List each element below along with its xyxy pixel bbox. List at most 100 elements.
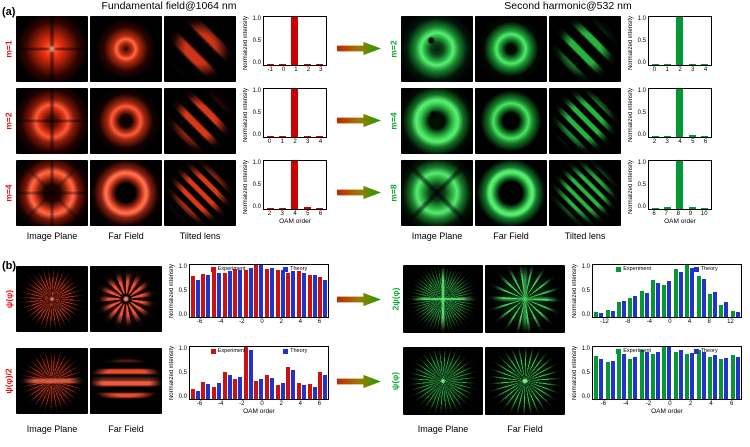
bar-plot [648, 16, 712, 66]
tilted-lens-beam [164, 88, 236, 154]
row-psi-half: ψ(φ)/2 Normalized intensity 1.0 0.5 0.0 Ex… [3, 340, 335, 422]
x-axis-label [648, 146, 712, 154]
mode-label-m8: m=8 [389, 184, 399, 202]
theory-swatch [283, 266, 289, 272]
chart-legend: Experiment Theory [595, 266, 739, 272]
caption-image-plane: Image Plane [417, 423, 469, 434]
tilted-lens-beam [164, 160, 236, 226]
caption-image-plane: Image Plane [26, 423, 78, 434]
oam-spectrum-chart: Normalized intensity 1.0 0.5 0.0 Experimen… [168, 346, 329, 416]
y-axis-label: Normalized intensity [628, 88, 634, 143]
image-plane-beam [16, 16, 88, 82]
panel-b: ψ(φ) Normalized intensity 1.0 0.5 0.0 Expe… [0, 256, 750, 447]
y-tick-labels: 1.0 0.5 0.0 [637, 160, 646, 210]
caption-far-field: Far Field [507, 423, 543, 434]
x-tick-labels: -6 -4 -2 0 2 4 6 [196, 401, 322, 407]
oam-spectrum-chart: Normalized intensity 1.0 0.5 0.0 -1 0 1 2 3 [242, 16, 327, 82]
mode-label-m4: m=4 [389, 112, 399, 130]
chart-legend: Experiment Theory [595, 348, 739, 354]
image-plane-beam [16, 88, 88, 154]
tilted-lens-beam [549, 160, 621, 226]
experiment-swatch [210, 266, 216, 272]
legend-experiment: Experiment [210, 348, 246, 354]
y-tick-labels: 1.0 0.5 0.0 [637, 88, 646, 138]
far-field-beam [90, 16, 162, 82]
far-field-beam [475, 16, 547, 82]
legend-experiment: Experiment [616, 348, 651, 354]
chart-legend: Experiment Theory [192, 266, 326, 272]
x-axis-label: OAM order [651, 408, 683, 415]
bar-plot: Experiment Theory [592, 264, 742, 318]
image-plane-beam [401, 88, 473, 154]
caption-far-field: Far Field [108, 423, 144, 434]
far-field-beam [485, 265, 565, 333]
y-tick-labels: 1.0 0.5 0.0 [178, 346, 187, 400]
image-plane-beam [403, 347, 483, 415]
mode-label-m1: m=1 [4, 40, 14, 58]
x-axis-label: OAM order [243, 408, 275, 415]
x-tick-labels: 6 7 8 9 10 [652, 211, 708, 217]
row-2psi: 2ψ(φ) Normalized intensity 1.0 0.5 0.0 Exp… [388, 258, 748, 340]
caption-tilted-lens: Tilted lens [564, 230, 606, 241]
x-tick-labels: -1 0 1 2 3 [267, 67, 323, 73]
caption-far-field: Far Field [108, 230, 144, 241]
far-field-beam [475, 160, 547, 226]
legend-experiment: Experiment [210, 266, 246, 272]
fundamental-title: Fundamental field@1064 nm [101, 0, 237, 12]
far-field-beam [90, 348, 162, 414]
tilted-lens-beam [164, 16, 236, 82]
x-axis-label [263, 146, 327, 154]
image-plane-beam [401, 160, 473, 226]
conversion-arrow [337, 374, 381, 389]
y-tick-labels: 1.0 0.5 0.0 [252, 16, 261, 66]
far-field-beam [90, 266, 162, 332]
y-tick-labels: 1.0 0.5 0.0 [252, 160, 261, 210]
x-tick-labels: -6 -4 -2 0 2 4 6 [600, 401, 734, 407]
conversion-arrow [337, 113, 381, 128]
x-axis-label: OAM order [279, 218, 311, 225]
y-tick-labels: 1.0 0.5 0.0 [252, 88, 261, 138]
conversion-arrow [337, 41, 381, 56]
mode-label-psi: ψ(φ) [390, 371, 400, 391]
caption-image-plane: Image Plane [411, 230, 463, 241]
y-tick-labels: 1.0 0.5 0.0 [178, 264, 187, 318]
x-tick-labels: -6 -4 -2 0 2 4 6 [196, 319, 322, 325]
far-field-beam [485, 347, 565, 415]
bar-plot [648, 160, 712, 210]
far-field-beam [90, 88, 162, 154]
tilted-lens-beam [549, 88, 621, 154]
row-psi-sh: ψ(φ) Normalized intensity 1.0 0.5 0.0 Expe… [388, 340, 748, 422]
mode-label-2psi: 2ψ(φ) [390, 287, 400, 311]
panel-a: Fundamental field@1064 nm m=1 Normalized… [3, 0, 748, 242]
mode-label-psi-half: ψ(φ)/2 [4, 368, 15, 394]
panel-a-fundamental: Fundamental field@1064 nm m=1 Normalized… [3, 0, 335, 242]
image-plane-beam [16, 160, 88, 226]
column-captions: Image Plane Far Field Tilted lens [388, 229, 748, 242]
conversion-arrow [337, 185, 381, 200]
bar-plot [648, 88, 712, 138]
column-captions: Image Plane Far Field Tilted lens [3, 229, 335, 242]
row-psi: ψ(φ) Normalized intensity 1.0 0.5 0.0 Expe… [3, 258, 335, 340]
y-axis-label: Normalized intensity [628, 16, 634, 71]
far-field-beam [90, 160, 162, 226]
y-axis-label: Normalized intensity [169, 346, 175, 401]
bar-plot: Experiment Theory [592, 346, 742, 400]
y-axis-label: Normalized intensity [572, 264, 578, 319]
bar-plot [263, 16, 327, 66]
legend-theory: Theory [693, 348, 718, 354]
bar-plot: Experiment Theory [189, 346, 329, 400]
far-field-beam [475, 88, 547, 154]
y-axis-label: Normalized intensity [243, 88, 249, 143]
x-axis-label [648, 74, 712, 82]
y-axis-label: Normalized intensity [169, 264, 175, 319]
experiment-swatch [616, 348, 622, 354]
column-captions: Image Plane Far Field [388, 422, 748, 435]
